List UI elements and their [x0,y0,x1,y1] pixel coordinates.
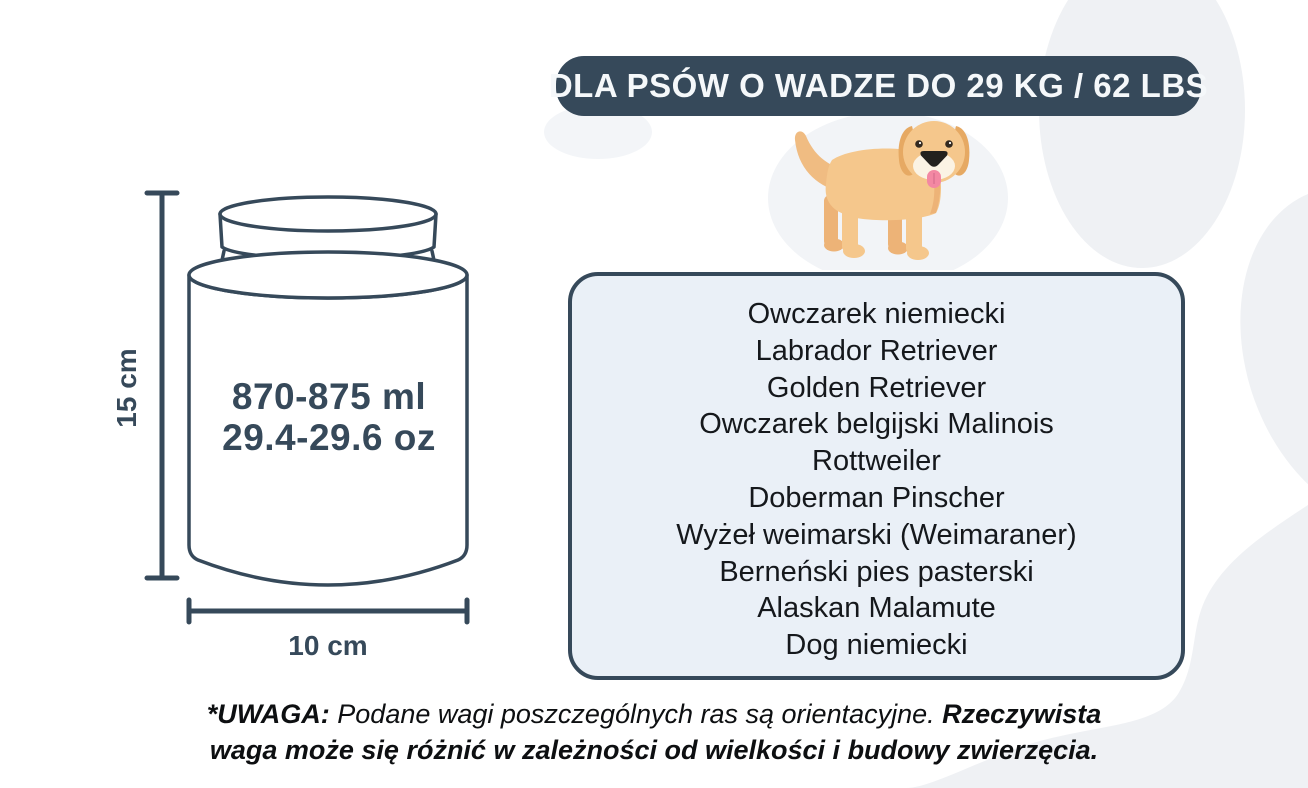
paw-toe-2 [1240,187,1308,523]
footnote-normal-text: Podane wagi poszczególnych ras są orient… [329,699,943,729]
breed-item: Alaskan Malamute [757,592,996,625]
golden-retriever-illustration [768,112,1008,270]
jar-lid [218,195,438,280]
height-dimension-line [144,190,180,581]
dimension-lines [144,190,470,625]
dog-eye-right [945,140,953,148]
height-label: 15 cm [111,348,142,428]
weight-class-banner-label: DLA PSÓW O WADZE DO 29 KG / 62 LBS [548,67,1209,104]
footnote-bold-continued: waga może się różnić w zależności od wie… [209,735,1099,765]
dog-eye-left-glint [918,141,922,145]
dog-eye-left [915,140,923,148]
footnote-line-2: waga może się różnić w zależności od wie… [0,732,1308,768]
width-label: 10 cm [288,630,368,661]
decor-blob-small [544,105,652,159]
breed-item: Berneński pies pasterski [719,555,1034,588]
breeds-panel: Owczarek niemiecki Labrador Retriever Go… [568,272,1185,680]
weight-class-banner: DLA PSÓW O WADZE DO 29 KG / 62 LBS [549,56,1208,116]
width-dimension-line [186,597,470,625]
dog-head [898,121,970,188]
jar-body [187,250,469,587]
jar-diagram [144,190,470,625]
breed-item: Owczarek belgijski Malinois [699,408,1054,441]
footnote: *UWAGA: Podane wagi poszczególnych ras s… [0,696,1308,768]
breed-item: Wyżeł weimarski (Weimaraner) [676,518,1077,551]
footnote-bold-start: Rzeczywista [942,699,1102,729]
paw-pad [906,505,1308,788]
volume-oz: 29.4-29.6 oz [222,417,436,458]
dog-eye-right-glint [948,141,952,145]
breed-item: Labrador Retriever [755,334,998,367]
volume-label: 870-875 ml 29.4-29.6 oz [179,376,479,458]
breed-item: Owczarek niemiecki [747,298,1006,330]
paw-toe-1 [1039,0,1245,268]
breed-item: Rottweiler [812,445,941,478]
breed-item: Dog niemiecki [785,629,968,662]
footnote-line-1: *UWAGA: Podane wagi poszczególnych ras s… [0,696,1308,732]
breed-item: Doberman Pinscher [748,481,1005,514]
volume-ml: 870-875 ml [231,376,427,417]
breed-item: Golden Retriever [766,371,987,404]
footnote-uwaga-prefix: *UWAGA: [206,699,330,729]
dog-nose [920,151,948,167]
